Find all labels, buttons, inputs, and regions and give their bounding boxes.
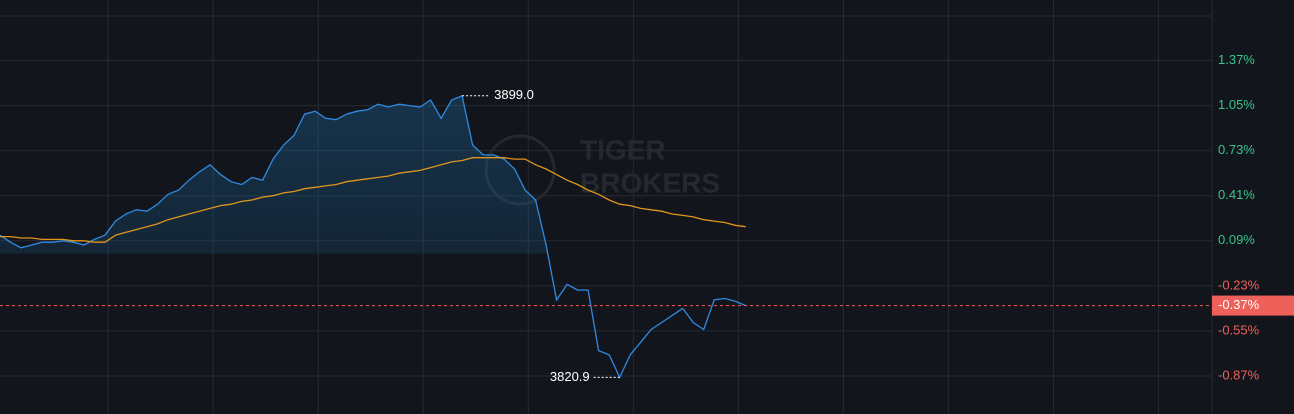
y-tick-label: 0.41% [1218,187,1255,202]
last-price-tag [1212,295,1294,316]
average-line [0,157,746,243]
high-label: 3899.0 [494,87,534,102]
y-tick-label: -0.87% [1218,367,1260,382]
y-tick-label: 1.37% [1218,52,1255,67]
watermark-text: TIGER [580,134,666,165]
price-line [0,94,746,379]
last-price-label: -0.37% [1218,297,1260,312]
y-tick-label: -0.55% [1218,322,1260,337]
y-tick-label: 0.09% [1218,232,1255,247]
y-tick-label: 0.73% [1218,142,1255,157]
y-tick-label: -0.23% [1218,277,1260,292]
watermark-text: BROKERS [580,167,720,198]
y-tick-label: 1.05% [1218,97,1255,112]
low-label: 3820.9 [550,369,590,384]
